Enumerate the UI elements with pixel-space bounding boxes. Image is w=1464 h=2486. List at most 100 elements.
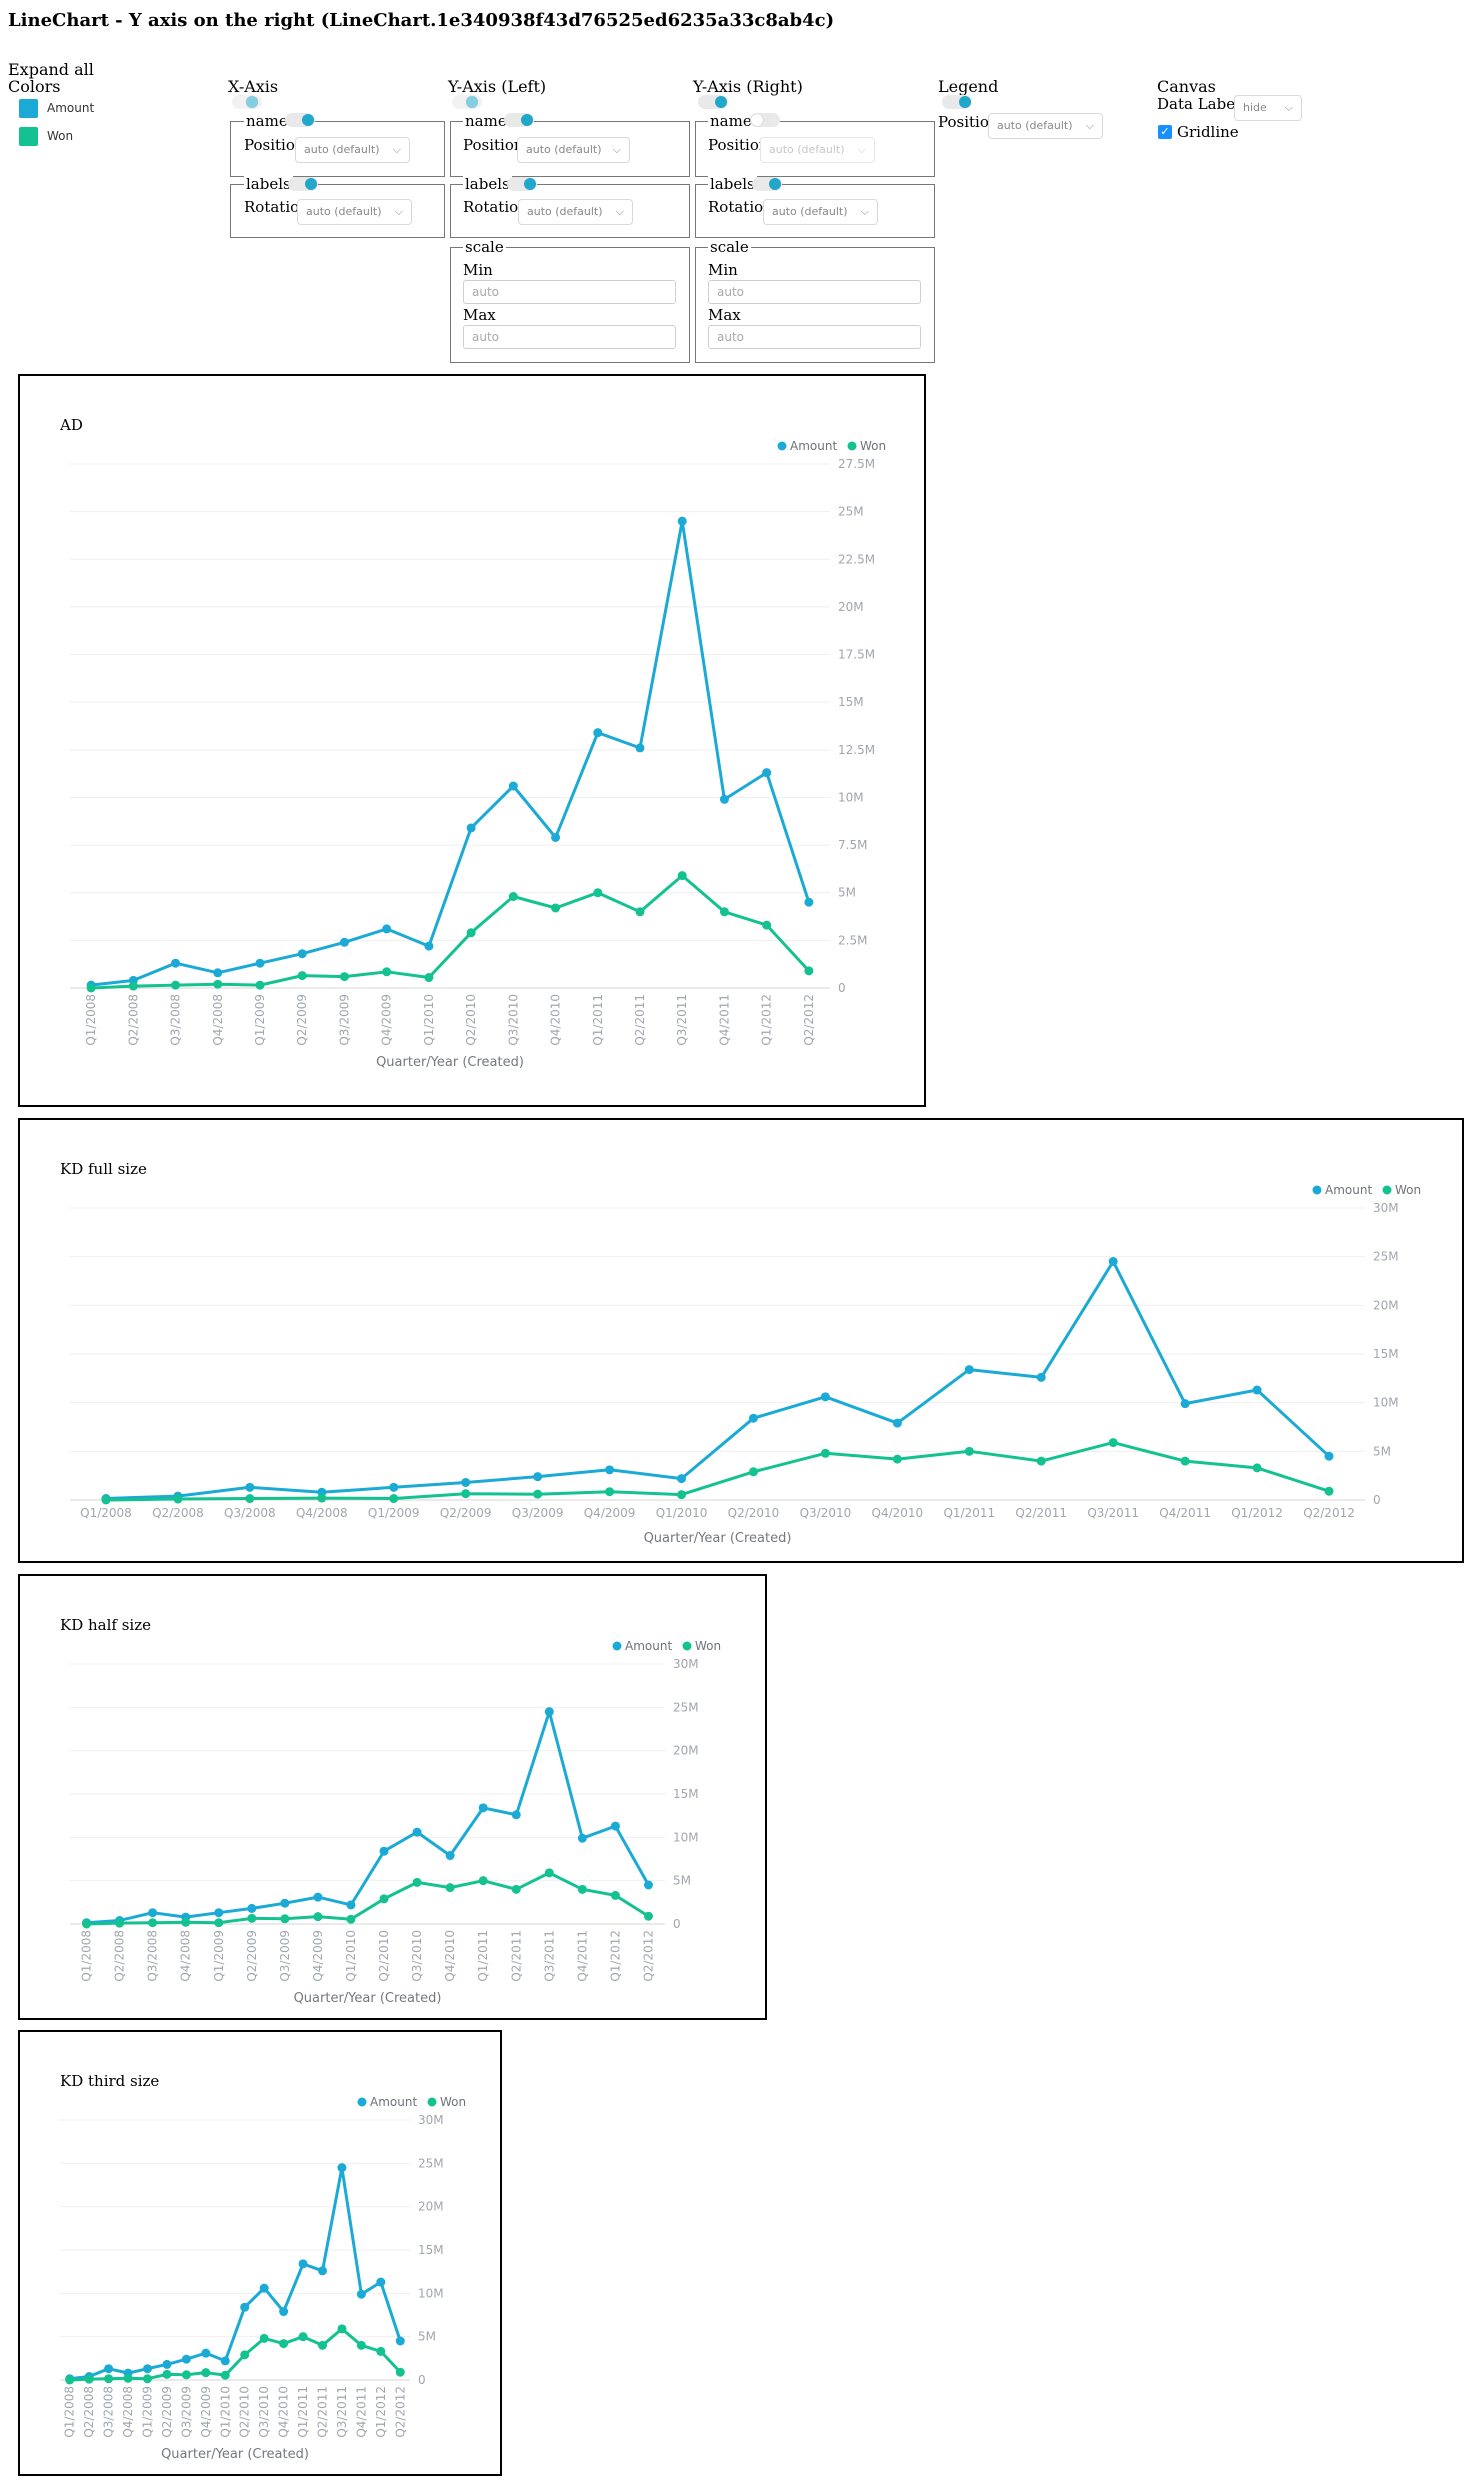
xaxis-position-label: Position [244, 136, 305, 154]
x-tick-label: Q2/2008 [113, 1930, 127, 1982]
data-point-amount [461, 1477, 471, 1487]
yaxis-right-min-input[interactable]: auto [708, 280, 921, 304]
xaxis-position-select[interactable]: auto (default) ⌵ [295, 137, 410, 163]
yaxis-right-max-input[interactable]: auto [708, 325, 921, 349]
x-tick-label: Q1/2011 [296, 2386, 310, 2438]
data-point-amount [255, 958, 265, 968]
chart-card-kd-full: KD full size 0 5M 10M 15M 20M 25M 30M Q1/2008 Q2… [18, 1118, 1464, 1563]
x-tick-label: Q4/2009 [584, 1506, 636, 1520]
data-point-won [892, 1454, 902, 1464]
data-point-won [82, 1919, 92, 1929]
data-point-won [240, 2350, 250, 2360]
y-tick-label: 5M [673, 1874, 691, 1888]
legend-position-select[interactable]: auto (default) ⌵ [988, 113, 1103, 139]
data-point-amount [719, 794, 729, 804]
y-tick-label: 17.5M [838, 648, 875, 662]
color-swatch-amount[interactable] [19, 99, 38, 118]
x-tick-label: Q4/2010 [549, 994, 563, 1046]
y-tick-label: 15M [418, 2243, 444, 2257]
xaxis-labels-toggle[interactable] [288, 177, 318, 191]
legend-dot [777, 441, 787, 451]
x-tick-label: Q1/2012 [374, 2386, 388, 2438]
data-point-amount [1108, 1257, 1118, 1267]
data-point-won [1324, 1486, 1334, 1496]
yaxis-left-max-input[interactable]: auto [463, 325, 676, 349]
data-point-amount [677, 516, 687, 526]
yaxis-left-position-value: auto (default) [526, 143, 602, 156]
x-tick-label: Q4/2010 [872, 1506, 924, 1520]
data-point-won [533, 1489, 543, 1499]
color-swatch-won[interactable] [19, 127, 38, 146]
data-point-won [279, 2339, 289, 2349]
x-tick-label: Q4/2011 [354, 2386, 368, 2438]
legend-label: Won [695, 1639, 721, 1653]
yaxis-right-labels-label: labels [708, 175, 757, 193]
x-tick-label: Q2/2010 [238, 2386, 252, 2438]
data-point-amount [508, 781, 518, 791]
data-labels-select[interactable]: hide ⌵ [1234, 95, 1302, 121]
chevron-down-icon: ⌵ [860, 205, 869, 218]
series-line-won [104, 1441, 1331, 1502]
data-point-amount [466, 823, 476, 833]
data-point-amount [376, 2277, 386, 2287]
yaxis-left-labels-toggle[interactable] [507, 177, 537, 191]
legend-position-value: auto (default) [997, 119, 1073, 132]
legend-dot [1312, 1185, 1322, 1195]
yaxis-left-min-input[interactable]: auto [463, 280, 676, 304]
data-point-won [677, 871, 687, 881]
yaxis-left-rotation-select[interactable]: auto (default) ⌵ [518, 199, 633, 225]
data-point-won [171, 980, 181, 990]
data-point-amount [201, 2348, 211, 2358]
x-tick-label: Q4/2011 [575, 1930, 589, 1982]
x-tick-label: Q1/2009 [212, 1930, 226, 1982]
yaxis-left-position-select[interactable]: auto (default) ⌵ [517, 137, 630, 163]
data-point-won [1252, 1463, 1262, 1473]
yaxis-right-position-select[interactable]: auto (default) ⌵ [760, 137, 875, 163]
x-tick-label: Q1/2011 [943, 1506, 995, 1520]
data-point-amount [245, 1482, 255, 1492]
colors-heading: Colors [8, 77, 61, 96]
x-axis-title: Quarter/Year (Created) [376, 1055, 524, 1070]
xaxis-toggle[interactable] [232, 95, 262, 109]
data-point-amount [337, 2163, 347, 2173]
legend-heading: Legend [938, 77, 999, 96]
x-tick-label: Q1/2010 [656, 1506, 708, 1520]
yaxis-right-name-toggle[interactable] [750, 113, 780, 127]
data-point-won [544, 1868, 554, 1878]
legend-dot [612, 1641, 622, 1651]
data-point-amount [279, 2307, 289, 2317]
xaxis-name-toggle[interactable] [285, 113, 315, 127]
data-point-won [181, 2370, 191, 2380]
data-point-won [84, 2374, 94, 2384]
y-tick-label: 12.5M [838, 743, 875, 757]
data-point-amount [1180, 1399, 1190, 1409]
data-point-won [719, 907, 729, 917]
yaxis-left-toggle[interactable] [452, 95, 482, 109]
xaxis-rotation-select[interactable]: auto (default) ⌵ [297, 199, 412, 225]
yaxis-right-toggle[interactable] [698, 95, 728, 109]
data-point-amount [143, 2364, 152, 2374]
xaxis-labels-fieldset [230, 184, 445, 238]
gridline-checkbox[interactable]: ✓ [1158, 125, 1172, 139]
yaxis-left-name-toggle[interactable] [504, 113, 534, 127]
yaxis-right-labels-toggle[interactable] [752, 177, 782, 191]
data-point-won [379, 1894, 389, 1904]
data-point-amount [220, 2356, 230, 2366]
x-tick-label: Q3/2008 [146, 1930, 160, 1982]
x-tick-label: Q1/2011 [476, 1930, 490, 1982]
x-axis-title: Quarter/Year (Created) [294, 1991, 442, 2006]
expand-all-link[interactable]: Expand all [8, 60, 94, 79]
y-tick-label: 30M [418, 2113, 444, 2127]
legend-label: Won [860, 439, 886, 453]
x-tick-label: Q2/2010 [377, 1930, 391, 1982]
data-point-amount [280, 1898, 290, 1908]
data-point-won [605, 1487, 615, 1497]
data-labels-value: hide [1243, 101, 1267, 114]
data-point-amount [804, 897, 814, 907]
y-tick-label: 15M [1373, 1347, 1399, 1361]
legend-toggle[interactable] [942, 95, 972, 109]
yaxis-right-rotation-select[interactable]: auto (default) ⌵ [763, 199, 878, 225]
data-point-amount [762, 768, 772, 778]
x-tick-label: Q4/2009 [380, 994, 394, 1046]
data-point-won [762, 920, 772, 930]
